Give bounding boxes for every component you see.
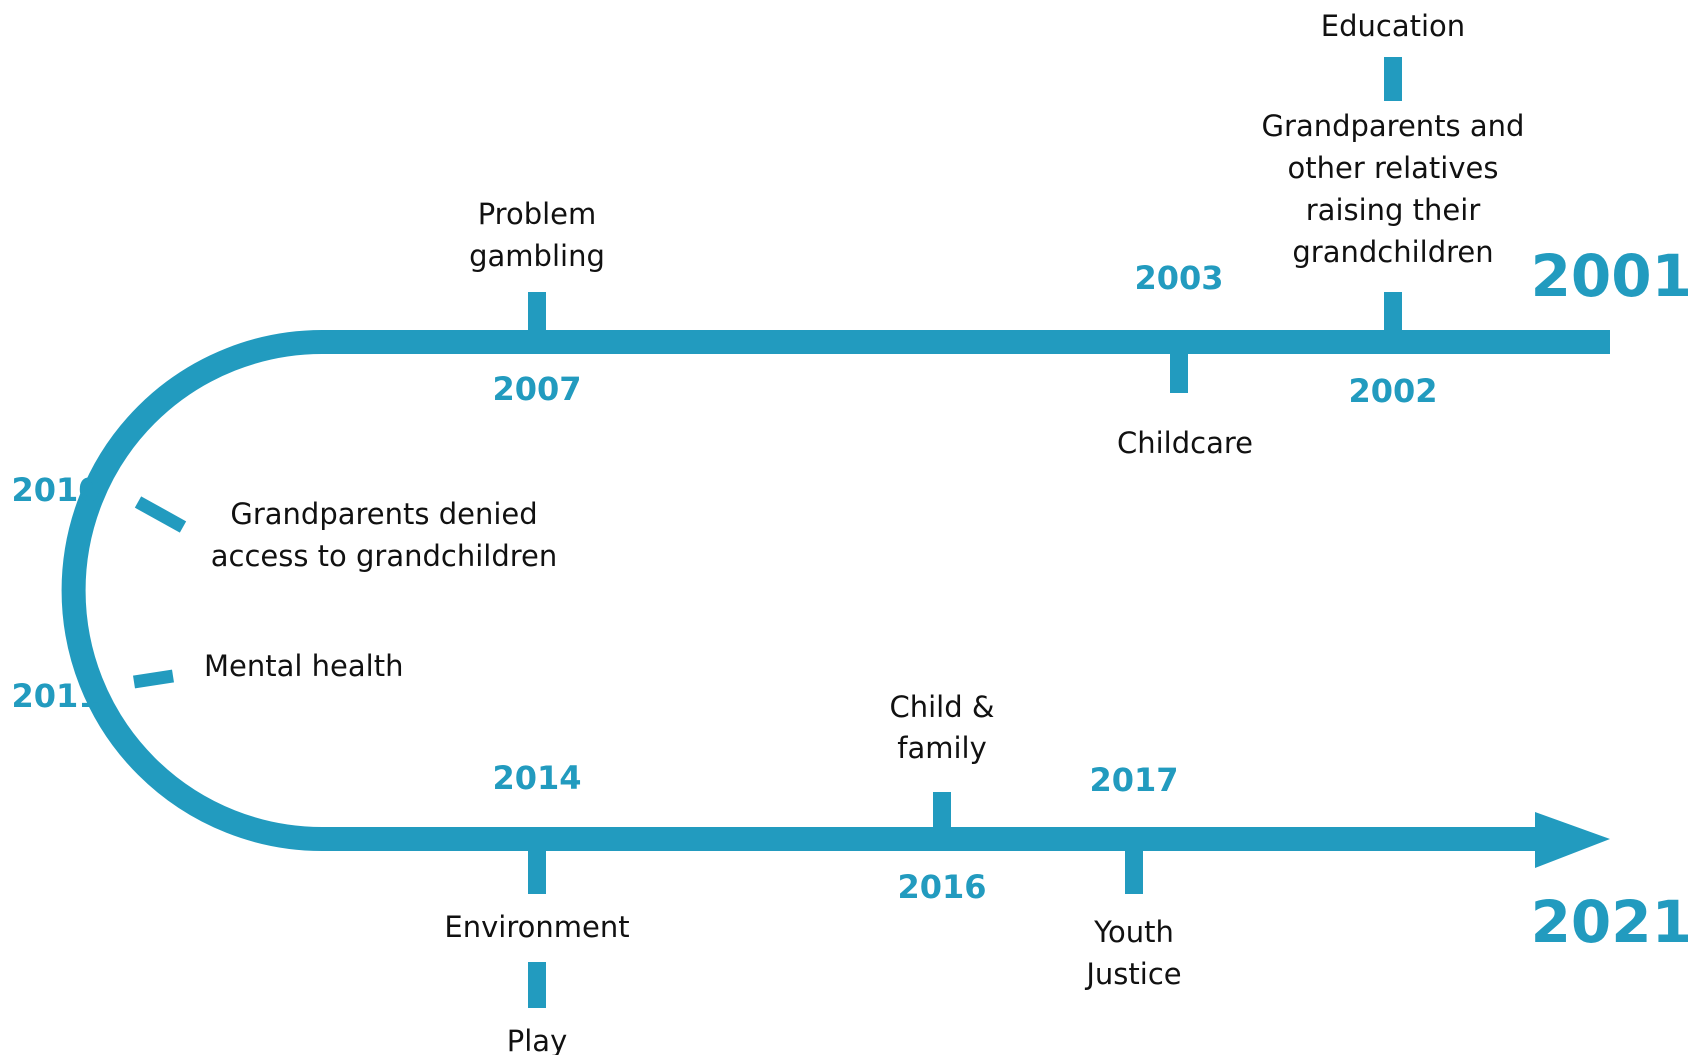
timeline-track — [61, 330, 1610, 851]
event-label: access to grandchildren — [211, 539, 558, 573]
start-year: 2001 — [1531, 242, 1692, 310]
event-year: 2016 — [897, 868, 986, 906]
event-label: raising their — [1306, 193, 1481, 227]
event-label: family — [897, 731, 987, 765]
event-label: Problem — [478, 197, 597, 231]
event-year: 2002 — [1348, 372, 1437, 410]
event-year: 2017 — [1089, 761, 1178, 799]
event-year: 2014 — [492, 759, 581, 797]
event-label: Grandparents and — [1262, 109, 1525, 143]
tick — [133, 669, 174, 689]
event-year: 2011 — [11, 677, 100, 715]
end-year: 2021 — [1531, 888, 1692, 956]
event-year: 2007 — [492, 370, 581, 408]
event-label: Childcare — [1117, 426, 1253, 460]
event-year: 2010 — [11, 471, 100, 509]
event-label: Justice — [1084, 957, 1181, 991]
tick — [134, 496, 187, 533]
event-year: 2003 — [1134, 259, 1223, 297]
event-label: Grandparents denied — [230, 497, 537, 531]
event-label: gambling — [469, 239, 605, 273]
event-label: Mental health — [204, 649, 403, 683]
event-label: Youth — [1093, 915, 1174, 949]
event-label: Education — [1321, 9, 1465, 43]
arrow-head — [1535, 812, 1610, 868]
event-label: other relatives — [1288, 151, 1499, 185]
event-label: Environment — [444, 910, 629, 944]
event-label: grandchildren — [1292, 235, 1493, 269]
event-label: Child & — [890, 690, 995, 724]
event-label: Play — [507, 1024, 567, 1055]
